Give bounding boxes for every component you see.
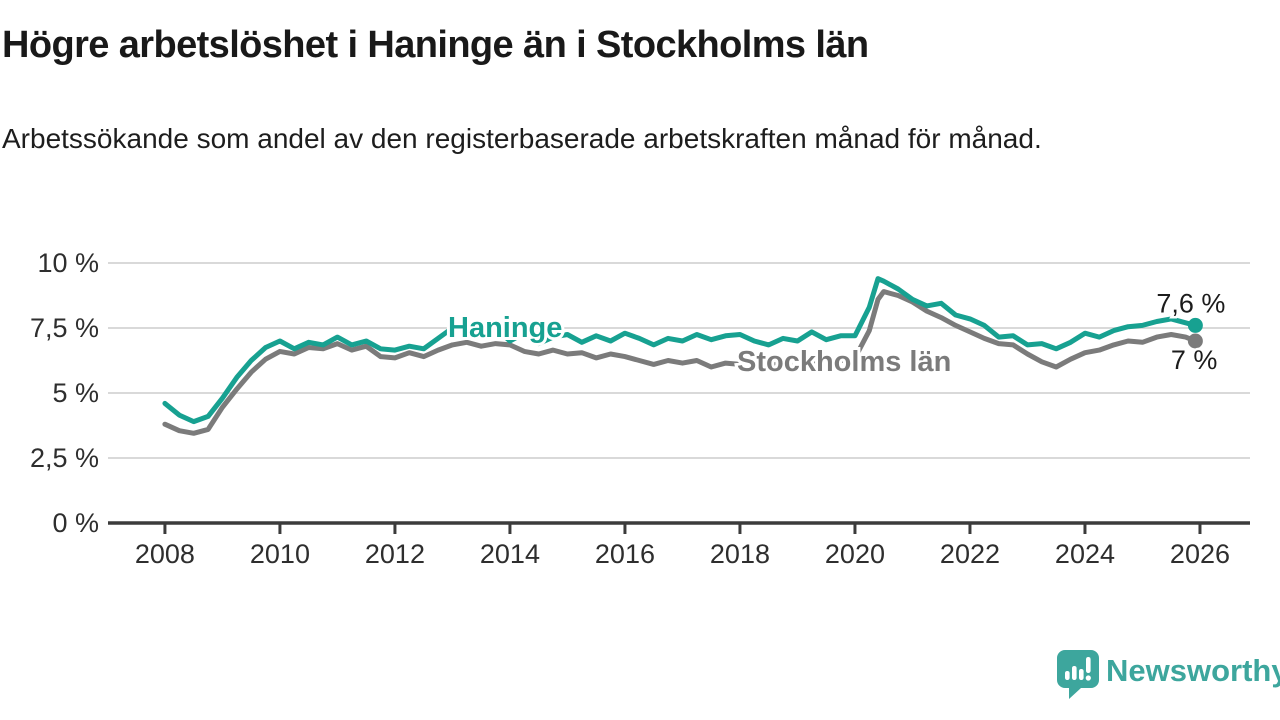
x-tick-label: 2022 — [940, 539, 1000, 569]
series-label-haninge: Haninge — [448, 312, 562, 344]
y-tick-label: 0 % — [52, 508, 99, 538]
y-tick-label: 2,5 % — [30, 443, 99, 473]
x-tick-label: 2010 — [250, 539, 310, 569]
newsworthy-wordmark: Newsworthy — [1106, 653, 1280, 688]
end-value-label-haninge: 7,6 % — [1156, 288, 1225, 318]
y-tick-label: 7,5 % — [30, 313, 99, 343]
x-tick-label: 2008 — [135, 539, 195, 569]
x-tick-label: 2020 — [825, 539, 885, 569]
x-tick-label: 2024 — [1055, 539, 1115, 569]
end-dot-stockholms-lan — [1187, 333, 1203, 349]
series-line-stockholms-lan — [162, 289, 1198, 436]
y-tick-label: 10 % — [37, 248, 99, 278]
end-value-label-stockholms-lan: 7 % — [1171, 345, 1218, 375]
page-title: Högre arbetslöshet i Haninge än i Stockh… — [2, 24, 869, 66]
series-line-haninge — [162, 276, 1198, 425]
x-tick-label: 2014 — [480, 539, 540, 569]
series-label-stockholms-lan: Stockholms län — [737, 346, 951, 378]
y-tick-label: 5 % — [52, 378, 99, 408]
chart-subtitle: Arbetssökande som andel av den registerb… — [2, 123, 1042, 154]
end-dot-haninge — [1187, 317, 1203, 333]
x-tick-label: 2012 — [365, 539, 425, 569]
newsworthy-logo-icon — [1057, 650, 1099, 699]
x-tick-label: 2018 — [710, 539, 770, 569]
x-tick-label: 2016 — [595, 539, 655, 569]
x-tick-label: 2026 — [1170, 539, 1230, 569]
